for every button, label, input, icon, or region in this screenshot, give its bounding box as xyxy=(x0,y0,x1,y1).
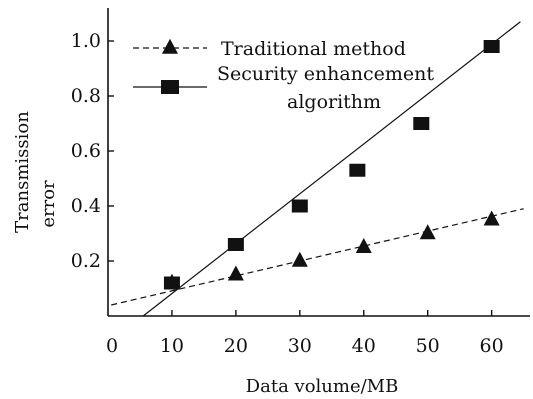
x-tick-label: 30 xyxy=(288,335,312,357)
y-axis-label: Transmission error xyxy=(12,111,59,233)
data-point-square xyxy=(227,238,244,251)
data-point-triangle xyxy=(291,251,308,267)
y-tick-label: 0.8 xyxy=(71,85,101,107)
data-point-square xyxy=(413,117,430,130)
x-tick-label: 0 xyxy=(106,335,118,357)
x-tick-label: 60 xyxy=(480,335,504,357)
markers xyxy=(163,40,500,290)
axes xyxy=(107,8,530,317)
legend-label-traditional: Traditional method xyxy=(221,38,406,60)
series-line-1 xyxy=(142,21,521,317)
x-tick-label: 50 xyxy=(416,335,440,357)
y-ticks: 0.2 0.4 0.6 0.8 1.0 xyxy=(71,30,114,272)
y-tick-label: 0.4 xyxy=(71,195,101,217)
legend: Traditional method Security enhancement al… xyxy=(133,38,434,113)
legend-label-security-line2: algorithm xyxy=(287,91,381,113)
data-point-square xyxy=(291,199,308,213)
y-axis-label-line2: error xyxy=(38,180,59,228)
y-tick-label: 1.0 xyxy=(71,30,101,52)
legend-marker-triangle xyxy=(162,38,178,54)
series-line-0 xyxy=(111,208,524,306)
x-tick-label: 10 xyxy=(160,335,184,357)
legend-label-security-line1: Security enhancement xyxy=(217,63,434,85)
data-point-square xyxy=(483,40,500,53)
x-tick-label: 20 xyxy=(224,335,248,357)
data-point-square xyxy=(349,163,366,177)
y-axis-label-line1: Transmission xyxy=(12,111,33,233)
data-point-triangle xyxy=(483,210,500,226)
data-point-triangle xyxy=(227,265,244,281)
data-point-triangle xyxy=(355,237,372,253)
data-point-square xyxy=(163,276,180,290)
x-axis-label: Data volume/MB xyxy=(246,376,399,397)
legend-marker-square xyxy=(161,80,179,94)
x-ticks: 0 10 20 30 40 50 60 xyxy=(106,310,504,357)
y-tick-label: 0.6 xyxy=(71,140,101,162)
y-tick-label: 0.2 xyxy=(71,250,101,272)
data-point-triangle xyxy=(419,224,436,240)
x-tick-label: 40 xyxy=(352,335,376,357)
